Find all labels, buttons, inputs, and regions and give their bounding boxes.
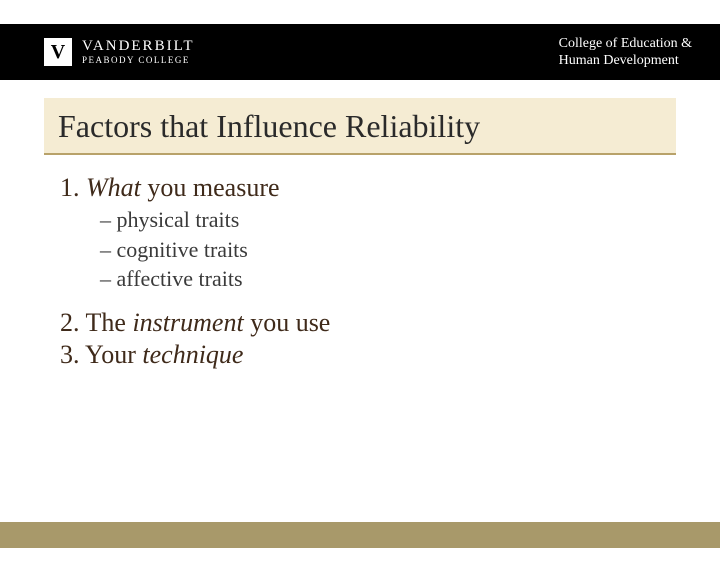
header-bar: V VANDERBILT PEABODY COLLEGE College of … (0, 24, 720, 80)
item-number: 3. (60, 340, 80, 369)
content-area: 1. What you measure – physical traits – … (60, 173, 676, 370)
title-band: Factors that Influence Reliability (44, 98, 676, 155)
item-pre: The (86, 308, 133, 337)
list-item-2: 2. The instrument you use (60, 308, 676, 338)
sub-list-1: – physical traits – cognitive traits – a… (100, 205, 676, 294)
item-italic: technique (142, 340, 243, 369)
item-italic: What (86, 173, 141, 202)
college-name: College of Education & Human Development (559, 35, 692, 70)
footer-bar (0, 522, 720, 548)
item-post: you use (244, 308, 331, 337)
list-item-1: 1. What you measure (60, 173, 676, 203)
college-line-2: Human Development (559, 52, 692, 70)
slide-title: Factors that Influence Reliability (58, 108, 662, 145)
item-pre: Your (85, 340, 142, 369)
subunit-name: PEABODY COLLEGE (82, 56, 195, 65)
college-line-1: College of Education & (559, 35, 692, 53)
sub-item: – cognitive traits (100, 235, 676, 265)
logo-text: VANDERBILT PEABODY COLLEGE (82, 39, 195, 65)
university-name: VANDERBILT (82, 39, 195, 54)
sub-item: – physical traits (100, 205, 676, 235)
item-number: 2. (60, 308, 80, 337)
item-post: you measure (141, 173, 280, 202)
logo-block: V VANDERBILT PEABODY COLLEGE (44, 38, 195, 66)
sub-item: – affective traits (100, 264, 676, 294)
list-item-3: 3. Your technique (60, 340, 676, 370)
logo-mark: V (44, 38, 72, 66)
item-italic: instrument (132, 308, 243, 337)
item-number: 1. (60, 173, 80, 202)
